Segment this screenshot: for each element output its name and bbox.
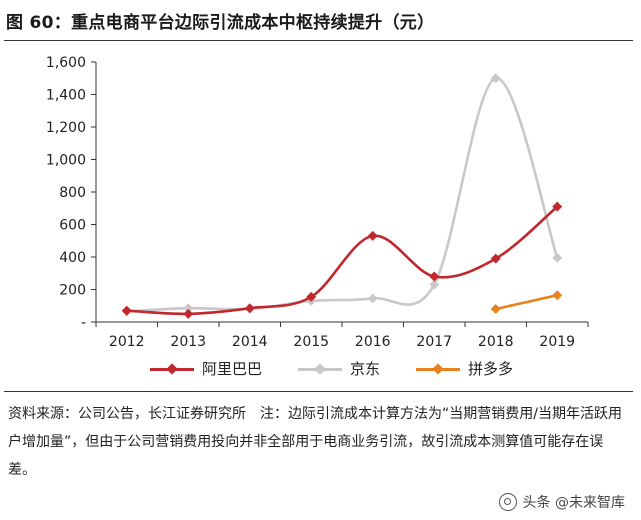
watermark-text: 头条 @未来智库 bbox=[522, 495, 625, 511]
x-tick-label: 2017 bbox=[416, 334, 452, 350]
data-point bbox=[121, 305, 132, 316]
series-line bbox=[125, 76, 559, 313]
data-point bbox=[367, 293, 378, 304]
series-line bbox=[494, 293, 559, 311]
data-point bbox=[552, 290, 563, 301]
y-tick-label: 600 bbox=[59, 218, 86, 234]
legend-label: 阿里巴巴 bbox=[202, 360, 263, 378]
data-point bbox=[490, 304, 501, 314]
x-tick-label: 2014 bbox=[232, 334, 268, 350]
x-tick-label: 2015 bbox=[293, 334, 329, 350]
y-tick-label: - bbox=[81, 315, 86, 331]
x-tick-label: 2016 bbox=[355, 334, 391, 350]
legend: 阿里巴巴 京东 拼多多 bbox=[150, 358, 513, 379]
x-tick-label: 2013 bbox=[170, 334, 206, 350]
data-point bbox=[367, 230, 378, 241]
legend-item: 阿里巴巴 bbox=[150, 358, 262, 379]
note-divider bbox=[4, 391, 633, 392]
title-divider bbox=[4, 40, 633, 41]
legend-label: 拼多多 bbox=[468, 360, 514, 378]
y-tick-label: 400 bbox=[59, 250, 86, 266]
data-point bbox=[244, 303, 255, 314]
source-note: 资料来源：公司公告，长江证券研究所 注：边际引流成本计算方法为“当期营销费用/当… bbox=[8, 406, 622, 478]
x-tick-label: 2012 bbox=[109, 334, 145, 350]
data-point bbox=[183, 308, 194, 319]
watermark: 头条 @未来智库 bbox=[498, 492, 625, 512]
data-point bbox=[552, 252, 563, 263]
legend-swatch bbox=[416, 360, 461, 378]
y-tick-label: 800 bbox=[59, 185, 86, 201]
y-tick-label: 1,000 bbox=[46, 153, 86, 169]
y-tick-label: 1,400 bbox=[46, 88, 86, 104]
y-tick-label: 200 bbox=[59, 283, 86, 299]
legend-item: 京东 bbox=[298, 358, 380, 379]
x-tick-label: 2018 bbox=[478, 334, 514, 350]
y-tick-label: 1,200 bbox=[46, 120, 86, 136]
y-tick-label: 1,600 bbox=[46, 55, 86, 71]
chart-title: 图 60：重点电商平台边际引流成本中枢持续提升（元） bbox=[6, 13, 435, 33]
legend-swatch bbox=[298, 360, 343, 378]
line-chart: - 200 400 600 800 1,000 1,200 1,400 1,600 2012 201… bbox=[46, 55, 589, 350]
data-point bbox=[183, 303, 194, 314]
legend-item: 拼多多 bbox=[416, 358, 513, 379]
x-tick-label: 2019 bbox=[539, 334, 575, 350]
legend-label: 京东 bbox=[350, 360, 381, 378]
legend-swatch bbox=[150, 360, 194, 378]
camera-icon bbox=[498, 493, 517, 511]
data-point bbox=[552, 201, 563, 212]
